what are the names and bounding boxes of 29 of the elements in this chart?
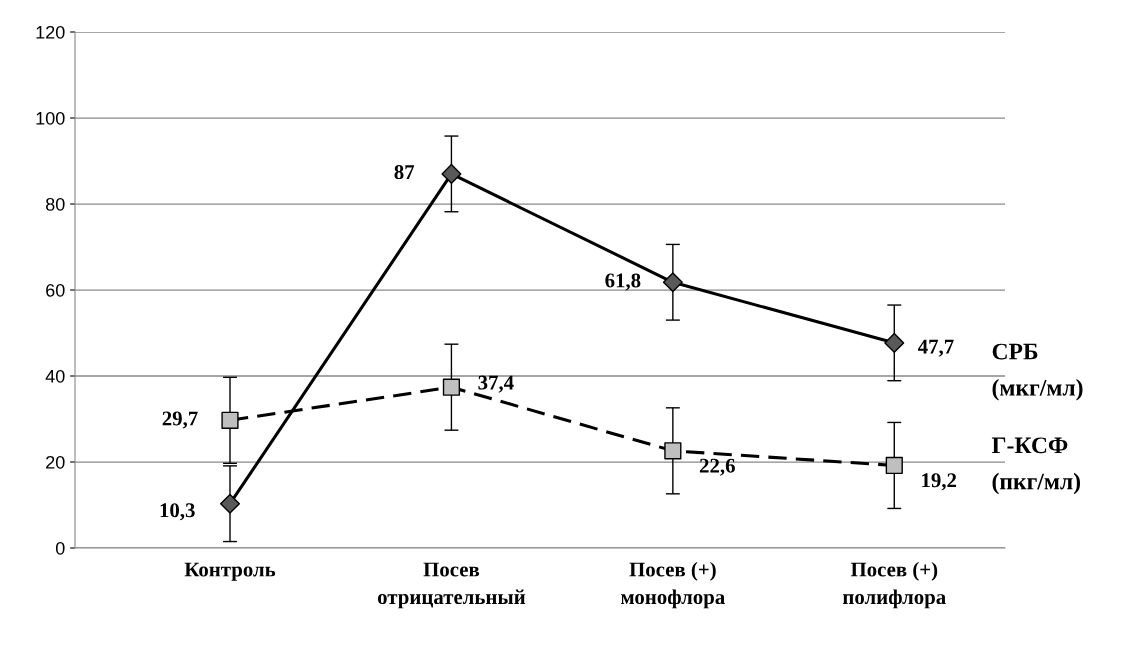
y-tick-label: 60 [46, 283, 65, 297]
data-label: 61,8 [605, 273, 641, 291]
y-tick-label: 100 [36, 111, 65, 125]
point [221, 411, 239, 429]
point [662, 272, 683, 293]
text: СРБ (мкг/мл) [992, 343, 1083, 401]
text: Г-КСФ (пкг/мл) [991, 437, 1081, 495]
x-tick-label: Посев (+) монофлора [621, 561, 725, 609]
data-label: 10,3 [160, 503, 195, 521]
data-label: 22,6 [699, 458, 735, 476]
point [884, 332, 905, 353]
data-label: 29,7 [162, 411, 198, 429]
y-tick-label: 20 [46, 455, 65, 469]
y-tick-label: 120 [36, 25, 65, 39]
data-label: 19,2 [922, 473, 957, 491]
y-tick-label: 40 [45, 369, 65, 383]
data-label: 87 [394, 165, 415, 180]
x-tick-label: Посев (+) полифлора [842, 561, 946, 609]
point [885, 456, 903, 475]
point [664, 442, 682, 460]
y-tick-label: 0 [55, 541, 65, 555]
data-label: 37,4 [478, 375, 514, 393]
y-tick-label: 80 [45, 197, 65, 211]
point [219, 493, 241, 514]
point [442, 378, 461, 396]
data-label: 47,7 [918, 339, 954, 357]
x-tick-label: Контроль [184, 562, 276, 581]
point [441, 163, 462, 184]
x-tick-label: Посев отрицательный [377, 562, 526, 609]
